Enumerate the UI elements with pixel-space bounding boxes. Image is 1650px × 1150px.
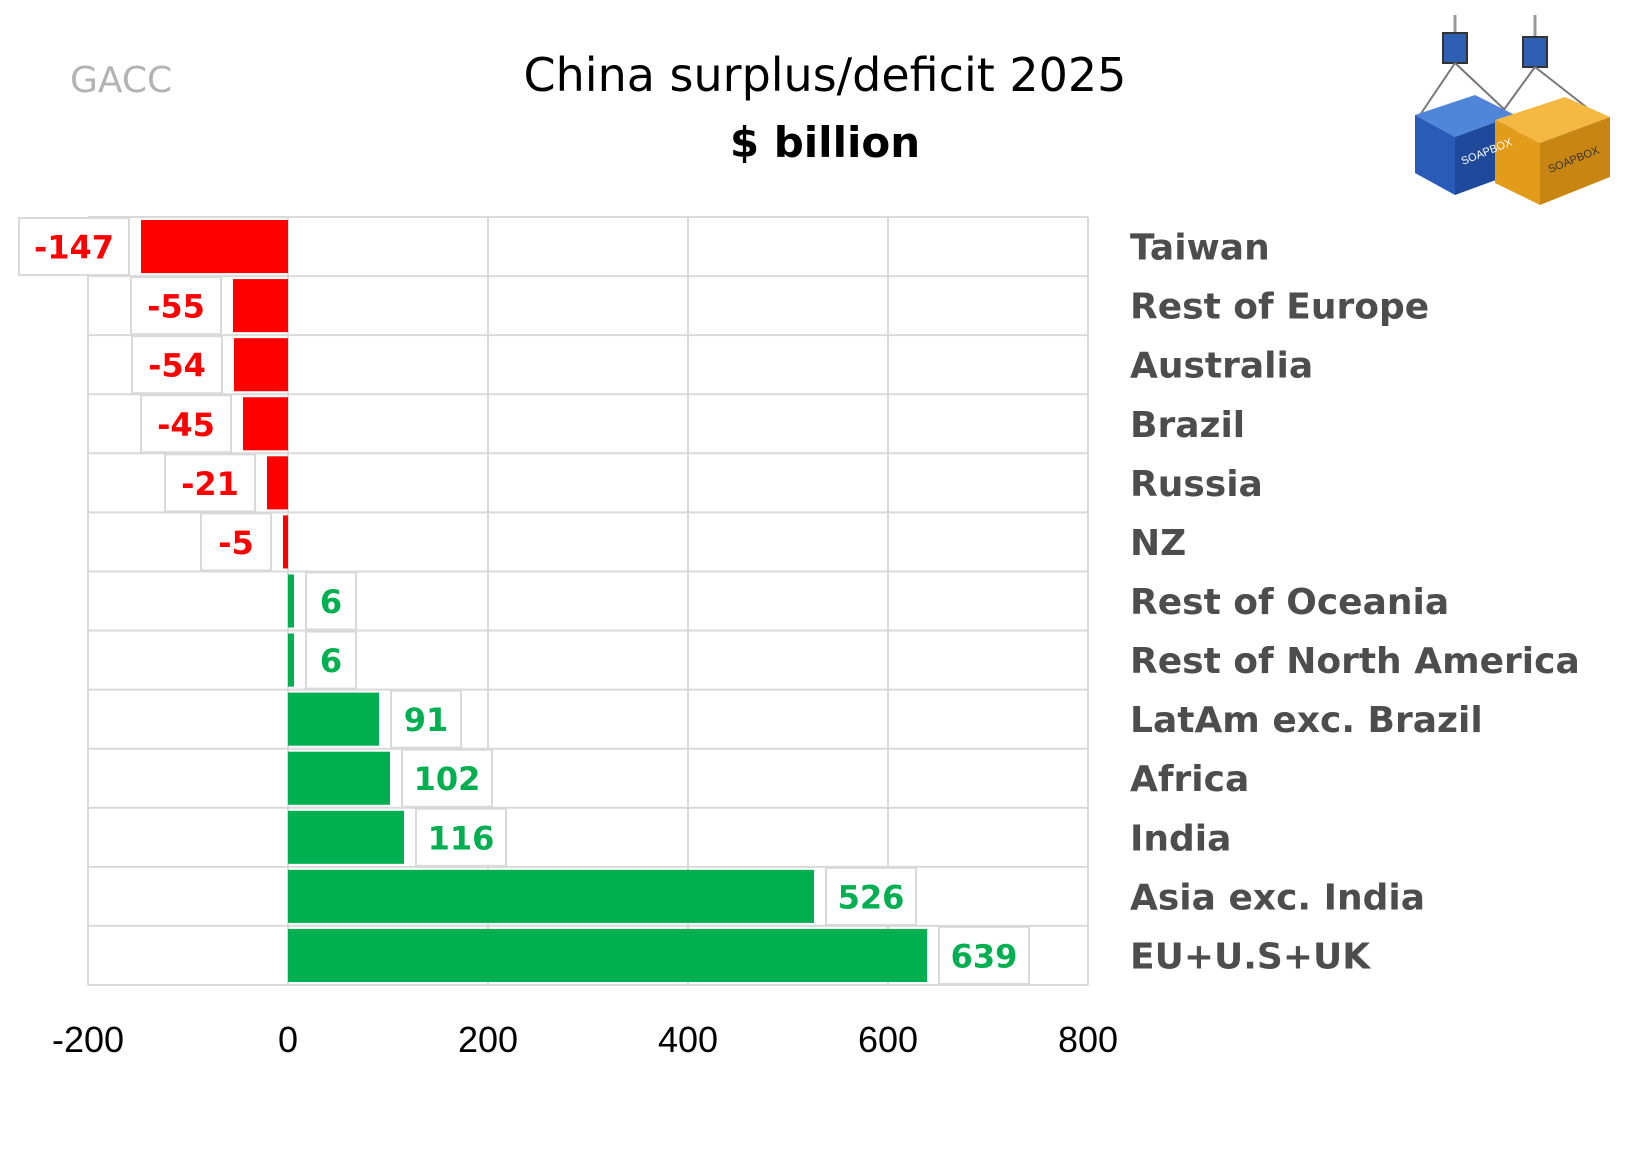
category-label: Rest of Oceania bbox=[1130, 582, 1449, 623]
category-label: LatAm exc. Brazil bbox=[1130, 700, 1483, 741]
bar bbox=[233, 279, 288, 333]
bar bbox=[288, 574, 294, 628]
data-label: -54 bbox=[148, 347, 206, 385]
data-label-box bbox=[825, 866, 917, 926]
category-label: Australia bbox=[1130, 346, 1313, 387]
data-label: -5 bbox=[218, 524, 254, 562]
category-label: EU+U.S+UK bbox=[1130, 936, 1371, 977]
chart-x-axis: -200 0 200 400 600 800 bbox=[52, 1019, 1118, 1060]
x-tick-label: 200 bbox=[458, 1019, 518, 1060]
chart-title: China surplus/deficit 2025 bbox=[523, 48, 1127, 102]
data-label-box bbox=[415, 807, 507, 867]
category-label: Rest of North America bbox=[1130, 641, 1580, 682]
data-label: 116 bbox=[428, 819, 495, 857]
data-label: -55 bbox=[147, 288, 205, 326]
bar bbox=[234, 338, 288, 392]
source-label: GACC bbox=[70, 60, 173, 101]
data-label-box bbox=[938, 925, 1030, 986]
category-label: NZ bbox=[1130, 523, 1186, 564]
x-tick-label: 600 bbox=[858, 1019, 918, 1060]
data-label: 639 bbox=[951, 937, 1018, 975]
data-label-box bbox=[390, 689, 462, 749]
data-label: 6 bbox=[320, 583, 342, 621]
data-label: 102 bbox=[414, 760, 481, 798]
x-tick-label: -200 bbox=[52, 1019, 124, 1060]
data-label-box bbox=[305, 571, 357, 631]
data-label-box bbox=[131, 335, 223, 395]
data-label-box bbox=[18, 217, 130, 277]
chart-subtitle: $ billion bbox=[729, 118, 921, 167]
data-label: 526 bbox=[838, 878, 905, 916]
data-label: 6 bbox=[320, 642, 342, 680]
data-label: 91 bbox=[404, 701, 449, 739]
chart-grid bbox=[87, 216, 1089, 986]
bar bbox=[141, 220, 288, 274]
data-label-box bbox=[130, 276, 222, 336]
bar bbox=[243, 397, 288, 451]
bar bbox=[288, 928, 927, 982]
category-label: Brazil bbox=[1130, 405, 1245, 446]
data-label: -147 bbox=[34, 229, 114, 267]
data-label-box bbox=[305, 630, 357, 690]
category-label: Rest of Europe bbox=[1130, 287, 1429, 328]
data-label-box bbox=[401, 748, 493, 808]
data-label-box bbox=[164, 453, 256, 513]
data-label: -21 bbox=[181, 465, 239, 503]
bar bbox=[288, 633, 294, 687]
x-tick-label: 800 bbox=[1058, 1019, 1118, 1060]
bar bbox=[288, 692, 379, 746]
bar bbox=[288, 869, 814, 923]
category-label: Taiwan bbox=[1130, 228, 1270, 269]
bar bbox=[288, 810, 404, 864]
category-label: Africa bbox=[1130, 759, 1249, 800]
category-label: Russia bbox=[1130, 464, 1263, 505]
bar bbox=[283, 515, 288, 569]
x-tick-label: 0 bbox=[278, 1019, 298, 1060]
chart-category-labels: Taiwan Rest of Europe Australia Brazil Russi… bbox=[1130, 228, 1580, 978]
data-label-box bbox=[140, 394, 232, 454]
bar bbox=[267, 456, 288, 510]
soapbox-containers-logo: SOAPBOX SOAPBOX bbox=[1415, 15, 1610, 205]
chart-bars bbox=[141, 220, 927, 982]
chart-data-labels: -147 -55 -54 -45 -21 -5 6 6 91 102 116 526 639 bbox=[18, 217, 1030, 986]
bar bbox=[288, 751, 390, 805]
data-label-box bbox=[200, 512, 272, 572]
data-label: -45 bbox=[157, 406, 215, 444]
x-tick-label: 400 bbox=[658, 1019, 718, 1060]
category-label: Asia exc. India bbox=[1130, 877, 1425, 918]
category-label: India bbox=[1130, 818, 1231, 859]
